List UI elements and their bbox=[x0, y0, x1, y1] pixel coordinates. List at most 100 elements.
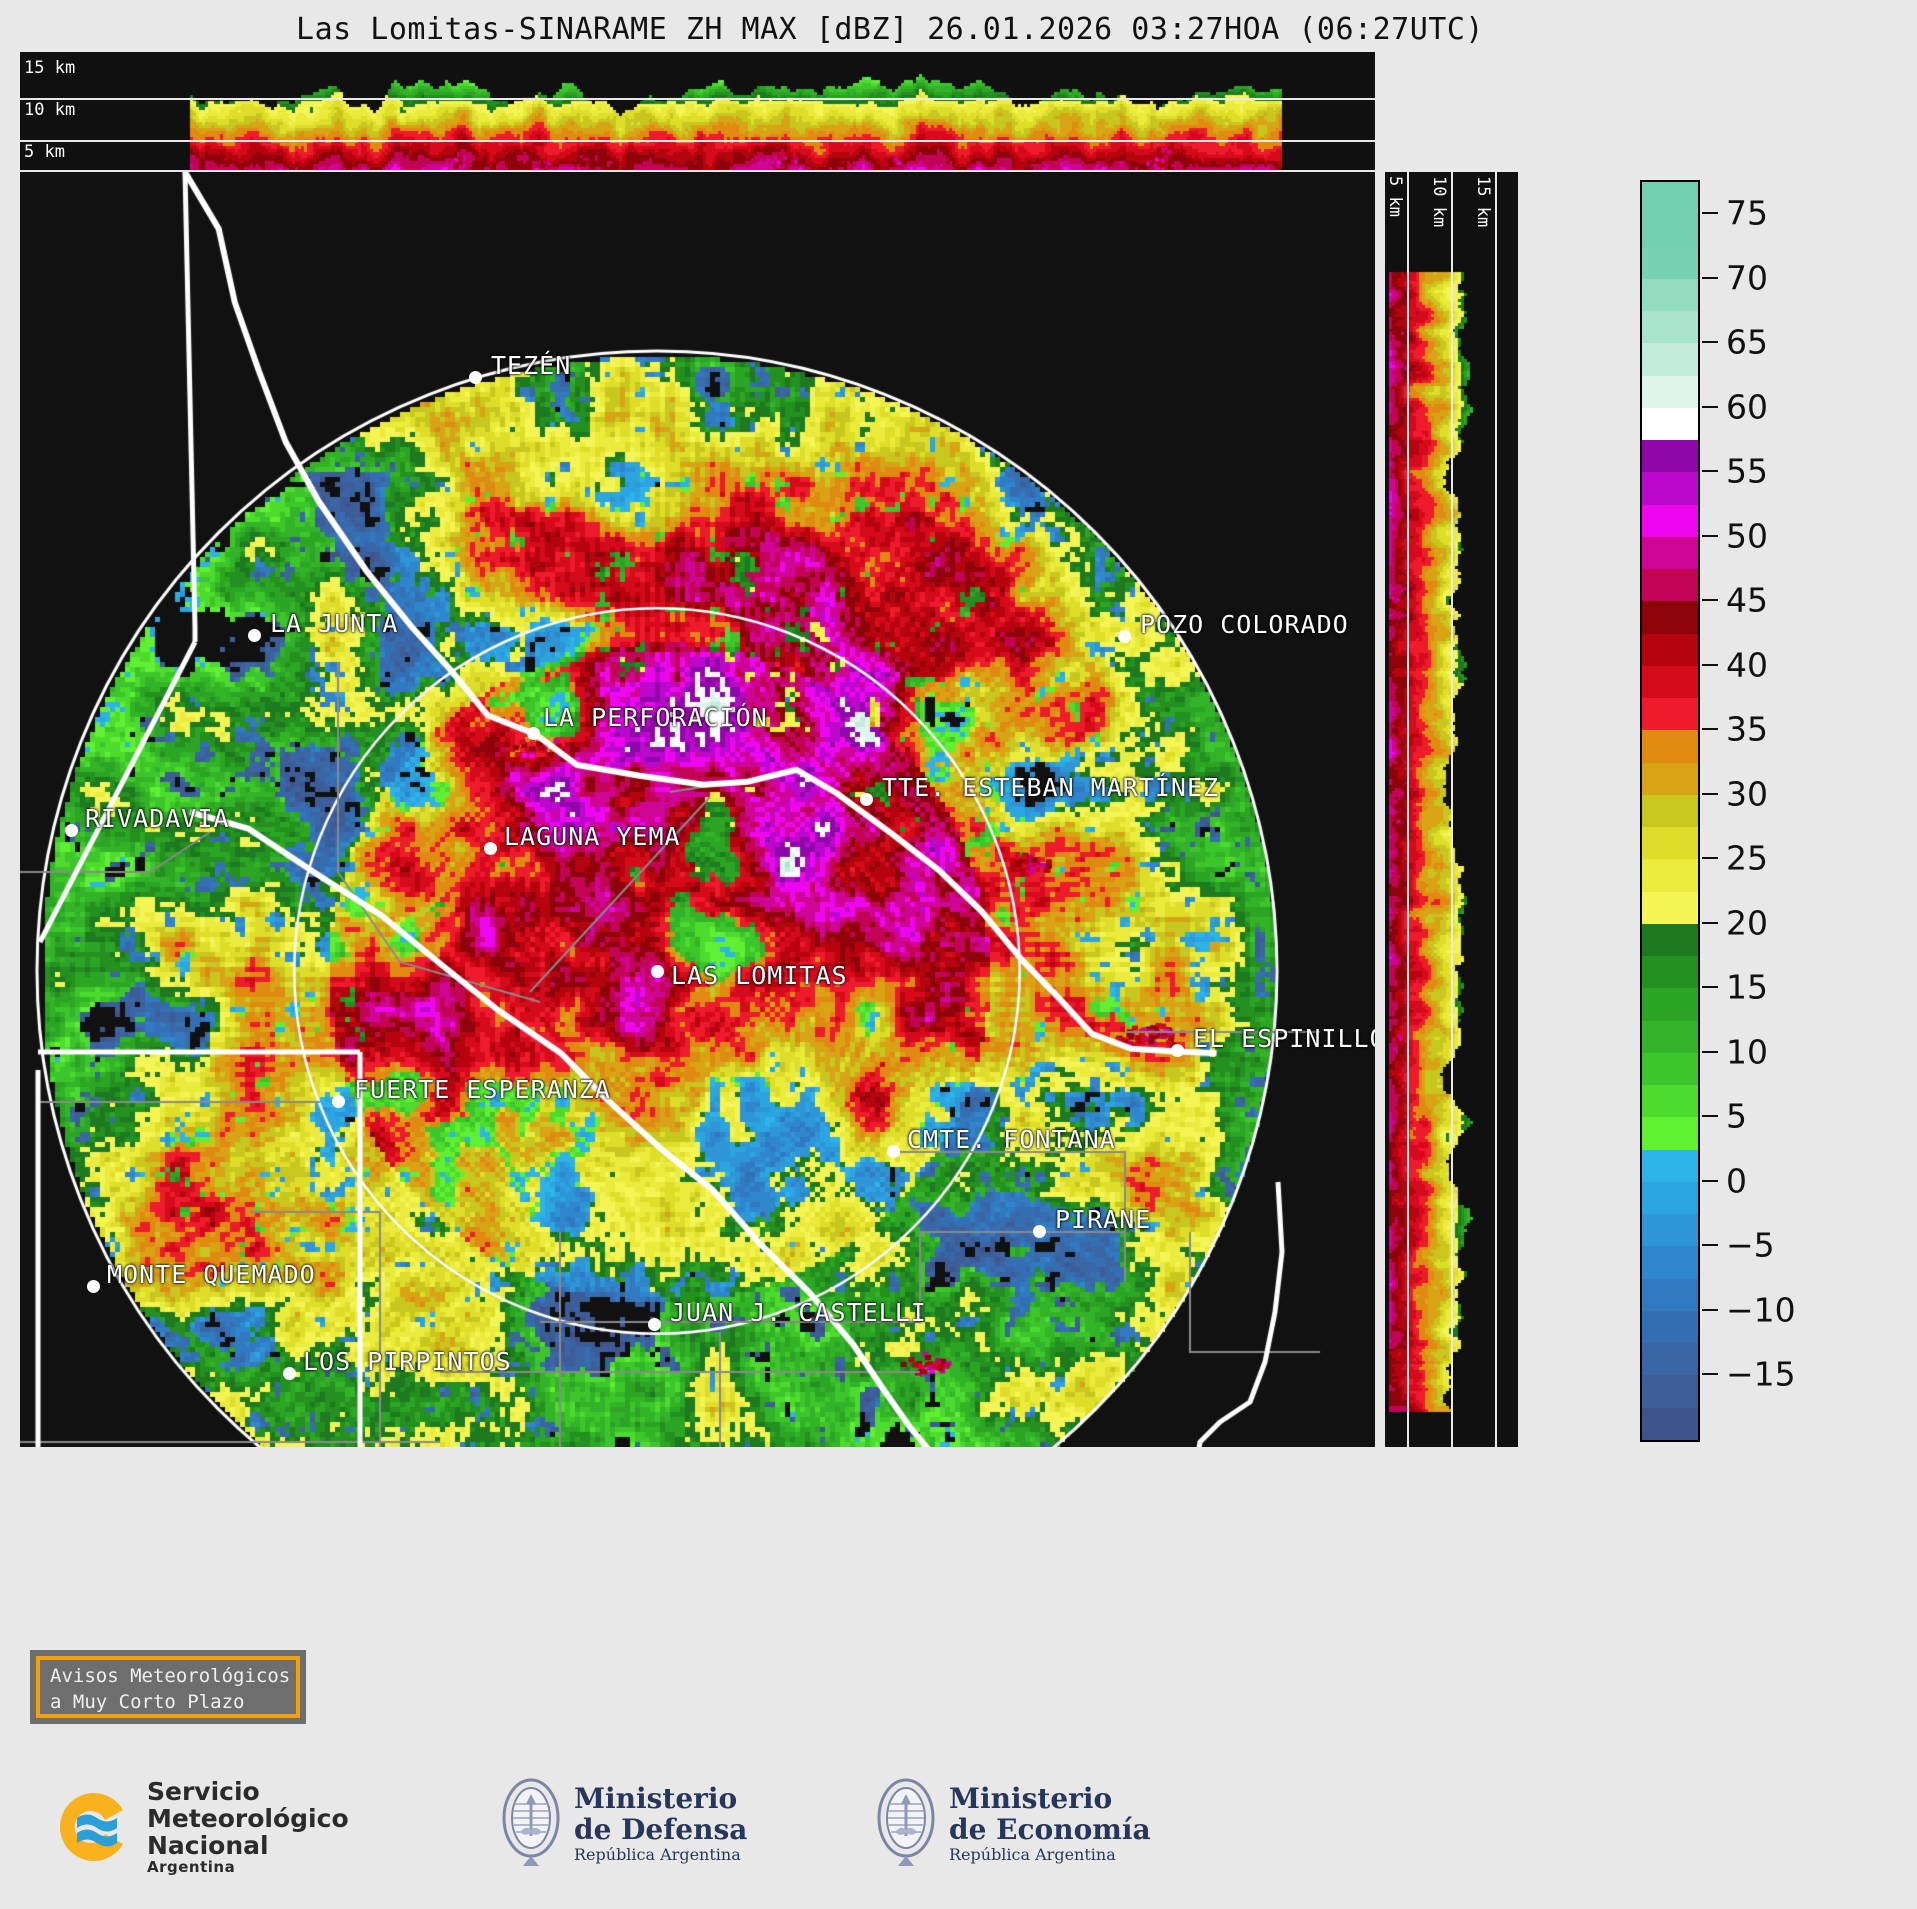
xsec-label-10km: 10 km bbox=[24, 100, 76, 120]
colorbar-tick-label: 60 bbox=[1726, 387, 1768, 427]
colorbar-tick bbox=[1702, 921, 1718, 924]
colorbar-segment bbox=[1642, 794, 1698, 827]
vmax-label-5km: 5 km bbox=[1385, 176, 1405, 217]
colorbar-tick bbox=[1702, 212, 1718, 215]
colorbar-tick-label: 25 bbox=[1726, 838, 1768, 878]
colorbar-tick bbox=[1702, 276, 1718, 279]
ministerio-de-defensa-logo: Ministerio de Defensa República Argentin… bbox=[500, 1776, 747, 1872]
colorbar-segment bbox=[1642, 988, 1698, 1021]
colorbar-segment bbox=[1642, 343, 1698, 376]
warning-badge-frame: Avisos Meteorológicos a Muy Corto Plazo bbox=[30, 1650, 306, 1724]
colorbar-tick-label: −5 bbox=[1726, 1225, 1775, 1265]
colorbar-tick-label: 30 bbox=[1726, 774, 1768, 814]
colorbar-segment bbox=[1642, 923, 1698, 956]
colorbar-tick bbox=[1702, 405, 1718, 408]
cross-section-top-canvas bbox=[20, 52, 1375, 170]
city-marker-dot[interactable] bbox=[65, 824, 78, 837]
colorbar-segment bbox=[1642, 859, 1698, 892]
radar-reflectivity-canvas[interactable] bbox=[20, 172, 1375, 1447]
xsec-label-15km: 15 km bbox=[24, 58, 76, 78]
colorbar-tick-label: 10 bbox=[1726, 1032, 1768, 1072]
colorbar-tick-label: 70 bbox=[1726, 258, 1768, 298]
colorbar-segment bbox=[1642, 504, 1698, 537]
colorbar-segment bbox=[1642, 1117, 1698, 1150]
city-marker-dot[interactable] bbox=[332, 1095, 345, 1108]
city-marker-dot[interactable] bbox=[1118, 630, 1131, 643]
colorbar-segment bbox=[1642, 1214, 1698, 1247]
city-marker-dot[interactable] bbox=[651, 965, 664, 978]
colorbar-segment bbox=[1642, 472, 1698, 505]
city-marker-dot[interactable] bbox=[469, 371, 482, 384]
defensa-logo-text: Ministerio de Defensa República Argentin… bbox=[574, 1784, 747, 1863]
colorbar-segment bbox=[1642, 311, 1698, 344]
city-marker-dot[interactable] bbox=[860, 793, 873, 806]
warning-badge[interactable]: Avisos Meteorológicos a Muy Corto Plazo bbox=[36, 1656, 300, 1718]
economia-line-2: de Economía bbox=[949, 1813, 1151, 1847]
vmax-label-10km: 10 km bbox=[1429, 176, 1449, 228]
colorbar-tick-label: 20 bbox=[1726, 903, 1768, 943]
colorbar-tick bbox=[1702, 1050, 1718, 1053]
east-west-cross-section-panel: 5 km 10 km 15 km bbox=[1385, 172, 1518, 1447]
colorbar-segment bbox=[1642, 569, 1698, 602]
colorbar-segment bbox=[1642, 956, 1698, 989]
colorbar-tick bbox=[1702, 1373, 1718, 1376]
colorbar-tick-label: −15 bbox=[1726, 1354, 1796, 1394]
colorbar-segment bbox=[1642, 246, 1698, 279]
city-marker-dot[interactable] bbox=[648, 1318, 661, 1331]
colorbar-segment bbox=[1642, 278, 1698, 311]
colorbar-tick bbox=[1702, 986, 1718, 989]
colorbar-segment bbox=[1642, 1149, 1698, 1182]
colorbar-tick-label: 35 bbox=[1726, 709, 1768, 749]
colorbar-tick bbox=[1702, 663, 1718, 666]
colorbar-tick bbox=[1702, 599, 1718, 602]
ministerio-de-economia-logo: Ministerio de Economía República Argenti… bbox=[875, 1776, 1151, 1872]
vmax-gridline-5km bbox=[1407, 172, 1409, 1447]
colorbar-segment bbox=[1642, 1343, 1698, 1376]
city-marker-dot[interactable] bbox=[1171, 1044, 1184, 1057]
colorbar-segment bbox=[1642, 1407, 1698, 1440]
colorbar-segment bbox=[1642, 633, 1698, 666]
colorbar-segment bbox=[1642, 730, 1698, 763]
warning-line-2: a Muy Corto Plazo bbox=[50, 1690, 245, 1713]
city-marker-dot[interactable] bbox=[484, 842, 497, 855]
colorbar-segment bbox=[1642, 1085, 1698, 1118]
footer-logos: Servicio Meteorológico Nacional Argentin… bbox=[0, 1760, 1917, 1909]
reflectivity-colorbar bbox=[1640, 180, 1700, 1442]
economia-line-1: Ministerio bbox=[949, 1782, 1113, 1816]
smn-sub: Argentina bbox=[147, 1858, 236, 1876]
servicio-meteorologico-nacional-logo: Servicio Meteorológico Nacional Argentin… bbox=[55, 1778, 349, 1875]
north-south-cross-section-panel: 15 km 10 km 5 km bbox=[20, 52, 1375, 170]
colorbar-tick-label: 50 bbox=[1726, 516, 1768, 556]
radar-ppi-panel[interactable]: TEZÉN LA JUNTA POZO COLORADO LA PERFORACIÓN… bbox=[20, 172, 1375, 1447]
city-marker-dot[interactable] bbox=[1033, 1225, 1046, 1238]
smn-logo-text: Servicio Meteorológico Nacional Argentin… bbox=[147, 1778, 349, 1875]
colorbar-segment bbox=[1642, 601, 1698, 634]
colorbar-tick-label: 75 bbox=[1726, 193, 1768, 233]
colorbar-tick bbox=[1702, 1179, 1718, 1182]
colorbar-segment bbox=[1642, 1375, 1698, 1408]
vmax-gridline-10km bbox=[1451, 172, 1453, 1447]
colorbar-tick-label: 40 bbox=[1726, 645, 1768, 685]
colorbar-segment bbox=[1642, 182, 1698, 215]
colorbar-segment bbox=[1642, 827, 1698, 860]
city-marker-dot[interactable] bbox=[887, 1145, 900, 1158]
colorbar-segment bbox=[1642, 1020, 1698, 1053]
city-marker-dot[interactable] bbox=[248, 629, 261, 642]
city-marker-dot[interactable] bbox=[527, 727, 540, 740]
colorbar-tick-label: 65 bbox=[1726, 322, 1768, 362]
argentina-coat-of-arms-icon bbox=[500, 1776, 562, 1872]
smn-mark-icon bbox=[55, 1788, 133, 1866]
colorbar-tick-label: −10 bbox=[1726, 1290, 1796, 1330]
colorbar-tick-layer: 75 70 65 60 55 50 45 40 35 30 25 20 15 10 5 0 −5 −10 −15 bbox=[1702, 170, 1902, 1452]
colorbar-tick bbox=[1702, 470, 1718, 473]
city-marker-dot[interactable] bbox=[87, 1280, 100, 1293]
colorbar-tick bbox=[1702, 857, 1718, 860]
colorbar-segment bbox=[1642, 665, 1698, 698]
economia-logo-text: Ministerio de Economía República Argenti… bbox=[949, 1784, 1151, 1863]
smn-line-1: Servicio bbox=[147, 1777, 260, 1806]
smn-line-2: Meteorológico bbox=[147, 1804, 349, 1833]
city-marker-dot[interactable] bbox=[283, 1367, 296, 1380]
smn-line-3: Nacional bbox=[147, 1831, 269, 1860]
colorbar-tick bbox=[1702, 1308, 1718, 1311]
defensa-sub: República Argentina bbox=[574, 1845, 741, 1864]
